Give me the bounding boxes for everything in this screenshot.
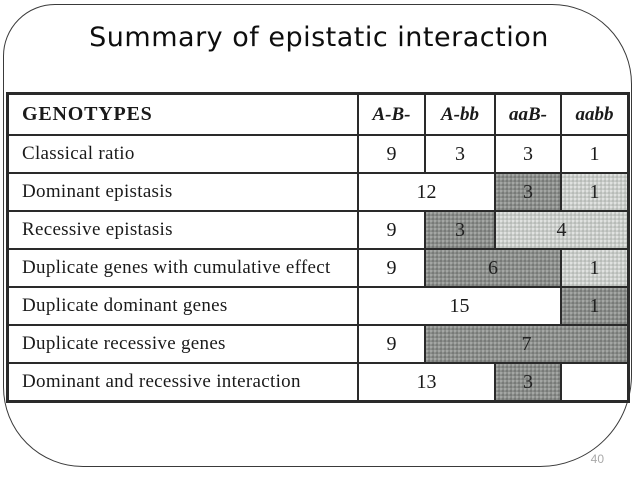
row-label: Dominant and recessive interaction	[9, 364, 357, 400]
ratio-cell: 1	[562, 136, 627, 172]
epistasis-table: GENOTYPES A-B- A-bb aaB- aabb Classical …	[6, 92, 630, 403]
ratio-cell: 9	[359, 212, 424, 248]
ratio-cell-empty	[562, 364, 627, 400]
ratio-cell-shaded-dark: 3	[426, 212, 494, 248]
slide-title: Summary of epistatic interaction	[89, 22, 549, 53]
column-header-aabb: aabb	[562, 95, 627, 134]
page-number: 40	[590, 452, 604, 466]
ratio-cell-shaded-dark: 3	[496, 174, 560, 210]
ratio-cell: 9	[359, 250, 424, 286]
column-header-a-b: A-B-	[359, 95, 424, 134]
column-header-aab: aaB-	[496, 95, 560, 134]
ratio-cell-shaded-dark: 6	[426, 250, 560, 286]
ratio-cell: 9	[359, 136, 424, 172]
ratio-cell-shaded-dark: 1	[562, 288, 627, 324]
ratio-cell-shaded-dark: 3	[496, 364, 560, 400]
row-label: Recessive epistasis	[9, 212, 357, 248]
ratio-cell: 3	[496, 136, 560, 172]
ratio-cell: 15	[359, 288, 560, 324]
ratio-cell: 12	[359, 174, 494, 210]
ratio-cell: 3	[426, 136, 494, 172]
ratio-cell-shaded-light: 1	[562, 250, 627, 286]
genotypes-header-cell: GENOTYPES	[9, 95, 357, 134]
row-label: Duplicate recessive genes	[9, 326, 357, 362]
ratio-cell-shaded-light: 4	[496, 212, 627, 248]
ratio-cell: 13	[359, 364, 494, 400]
ratio-cell-shaded-dark: 7	[426, 326, 627, 362]
row-label: Dominant epistasis	[9, 174, 357, 210]
row-label: Duplicate genes with cumulative effect	[9, 250, 357, 286]
ratio-cell: 9	[359, 326, 424, 362]
row-label: Classical ratio	[9, 136, 357, 172]
ratio-cell-shaded-light: 1	[562, 174, 627, 210]
row-label: Duplicate dominant genes	[9, 288, 357, 324]
column-header-a-bb: A-bb	[426, 95, 494, 134]
